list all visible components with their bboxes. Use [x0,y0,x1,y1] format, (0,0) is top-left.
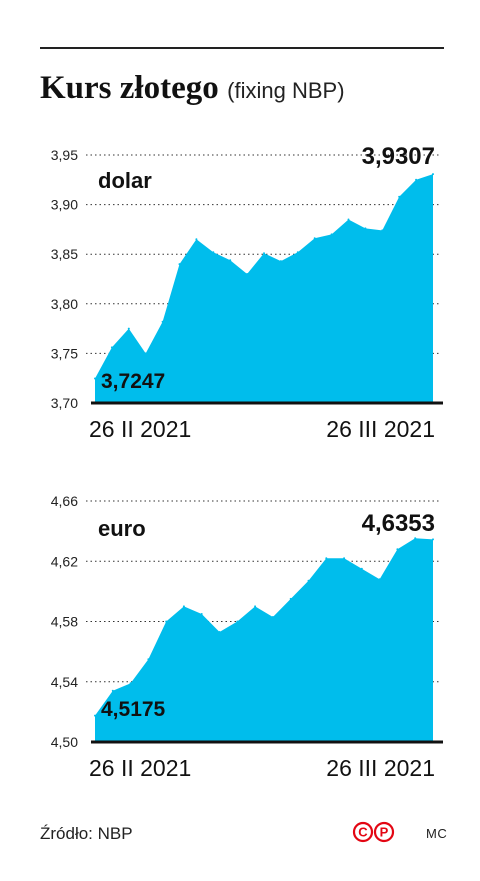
start-value-label: 3,7247 [101,370,165,393]
x-tick-label: 26 III 2021 [326,416,435,442]
x-tick-label: 26 II 2021 [89,755,191,781]
x-tick-label: 26 II 2021 [89,416,191,442]
y-tick-label: 3,90 [51,197,78,213]
chart-dolar: 3,70 3,75 3,80 3,85 3,90 3,95 dolar 3,9307 3,724… [51,143,443,442]
y-tick-label: 3,70 [51,395,78,411]
author-initials: MC [426,826,448,841]
x-tick-label: 26 III 2021 [326,755,435,781]
chart-euro: 4,50 4,54 4,58 4,62 4,66 euro 4,6353 4,5175 26 I… [51,493,443,781]
data-point [360,567,363,570]
chart-subtitle: (fixing NBP) [227,78,345,103]
source-note: Źródło: NBP [40,824,133,843]
logo-circle-p [373,821,395,843]
data-point [432,538,434,541]
end-value-label: 4,6353 [362,510,435,537]
data-point [307,579,310,582]
data-point [313,237,316,240]
data-point [147,658,150,661]
data-point [165,620,168,623]
y-tick-label: 3,95 [51,147,78,163]
data-point [263,252,265,255]
data-point [254,605,257,608]
data-point [144,352,147,355]
y-tick-label: 4,62 [51,553,78,569]
data-point [236,620,239,623]
data-point [229,259,232,262]
logo-letter-c: C [358,825,368,840]
data-point [347,218,350,221]
data-point [182,605,185,608]
y-tick-label: 3,85 [51,246,78,262]
chart-title: Kurs złotego [40,70,219,106]
data-point [195,238,198,241]
data-point [381,229,384,232]
data-point [94,377,96,380]
data-point [212,251,215,254]
logo-letter-p: P [380,825,389,840]
data-point [289,597,292,600]
data-point [129,682,132,685]
data-point [110,346,113,349]
data-point [279,260,282,263]
logo-circle-c [352,821,374,843]
data-point [296,251,299,254]
area-series [95,538,433,742]
start-value-label: 4,5175 [101,698,166,721]
area-series [95,174,433,403]
y-tick-label: 4,54 [51,674,78,690]
y-tick-label: 4,50 [51,734,78,750]
header: Kurs złotego (fixing NBP) [40,70,345,107]
y-tick-label: 3,75 [51,345,78,361]
data-point [398,195,401,198]
data-point [127,327,130,330]
data-point [378,578,381,581]
data-point [200,613,203,615]
data-point [364,227,367,230]
data-point [343,557,346,560]
publisher-logo: C P [352,821,395,843]
data-point [246,273,249,275]
data-point [94,714,96,717]
data-point [218,631,221,633]
end-value-label: 3,9307 [362,143,435,170]
series-label: dolar [98,168,152,193]
top-rule [40,47,444,49]
data-point [415,178,418,181]
y-tick-label: 4,66 [51,493,78,509]
data-point [325,557,328,560]
data-point [271,616,274,618]
data-point [330,233,333,236]
data-point [178,263,181,266]
data-point [432,173,434,176]
data-point [414,537,417,540]
data-point [161,320,164,323]
y-tick-label: 3,80 [51,296,78,312]
y-tick-label: 4,58 [51,614,78,630]
data-point [111,689,114,692]
series-label: euro [98,516,146,541]
data-point [396,548,399,551]
